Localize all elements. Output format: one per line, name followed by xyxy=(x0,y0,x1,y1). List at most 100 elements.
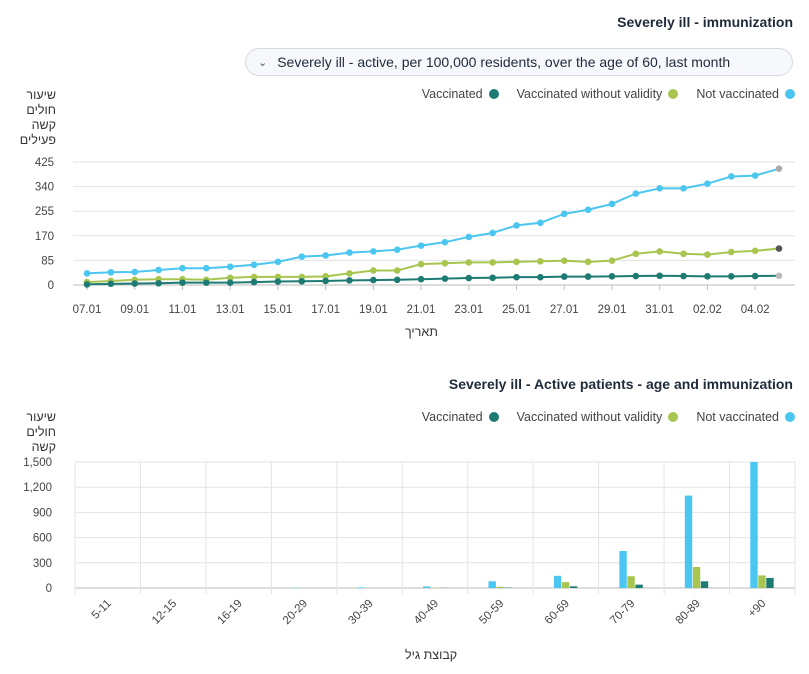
legend-label-without-validity: Vaccinated without validity xyxy=(516,87,663,101)
data-point xyxy=(656,185,663,192)
data-point xyxy=(632,272,640,280)
data-point xyxy=(155,266,162,274)
x-tick-label: 23.01 xyxy=(454,304,483,316)
data-point xyxy=(441,238,449,246)
data-point xyxy=(370,267,377,274)
bar xyxy=(569,586,578,588)
data-point xyxy=(727,273,735,280)
x-tick-label: 50-59 xyxy=(477,598,506,627)
series-line xyxy=(86,274,780,286)
bar xyxy=(423,586,431,588)
data-point xyxy=(441,275,449,282)
data-point xyxy=(298,253,306,260)
data-point xyxy=(680,250,687,258)
x-tick-label: 15.01 xyxy=(264,304,293,316)
legend-label-vaccinated: Vaccinated xyxy=(421,410,483,424)
bar xyxy=(357,587,365,588)
data-point xyxy=(680,185,687,192)
data-point xyxy=(250,278,258,286)
y-tick-label: 255 xyxy=(35,206,54,218)
data-point xyxy=(465,259,473,266)
bar xyxy=(619,551,627,588)
x-tick-label: 25.01 xyxy=(502,304,531,316)
y-tick-label: 600 xyxy=(33,533,52,545)
legend-item-without-validity[interactable]: Vaccinated without validity xyxy=(517,410,679,424)
data-point xyxy=(83,281,91,288)
data-point xyxy=(608,257,616,264)
data-point xyxy=(584,273,592,280)
data-point xyxy=(274,278,282,285)
metric-dropdown[interactable]: ⌄ Severely ill - active, per 100,000 res… xyxy=(245,48,793,76)
bar xyxy=(627,576,635,588)
x-tick-label: 70-79 xyxy=(608,598,637,627)
legend-item-vaccinated[interactable]: Vaccinated xyxy=(422,87,499,101)
x-tick-label: 17.01 xyxy=(311,304,340,316)
data-point xyxy=(107,268,115,276)
data-point xyxy=(250,273,258,281)
x-tick-label: 16-19 xyxy=(215,598,244,627)
x-tick-label: 07.01 xyxy=(73,304,102,316)
x-tick-label: 27.01 xyxy=(550,304,579,316)
data-point xyxy=(417,242,425,249)
data-point xyxy=(393,276,401,284)
bar xyxy=(488,581,496,588)
data-point xyxy=(465,274,473,282)
bar xyxy=(684,495,693,588)
x-tick-label: 21.01 xyxy=(407,304,436,316)
data-point xyxy=(489,274,496,282)
x-tick-label: 31.01 xyxy=(645,304,674,316)
x-tick-label: 02.02 xyxy=(693,304,722,316)
chart2-title: Severely ill - Active patients - age and… xyxy=(448,376,793,392)
data-point xyxy=(393,267,401,274)
data-point xyxy=(322,252,329,259)
legend-dot-icon xyxy=(668,412,679,422)
data-point xyxy=(179,279,186,286)
data-point xyxy=(656,248,663,255)
data-point xyxy=(584,206,592,214)
data-point xyxy=(775,272,783,280)
y-tick-label: 300 xyxy=(33,558,52,570)
x-tick-label: 20-29 xyxy=(281,598,310,627)
data-point xyxy=(417,275,425,283)
legend-item-not-vaccinated[interactable]: Not vaccinated xyxy=(696,87,795,101)
x-tick-label: 40-49 xyxy=(412,598,441,627)
y-tick-label: 0 xyxy=(48,280,54,292)
bar xyxy=(700,581,709,588)
legend-item-without-validity[interactable]: Vaccinated without validity xyxy=(517,87,679,101)
data-point xyxy=(226,263,234,271)
data-point xyxy=(203,279,210,286)
bar xyxy=(692,567,701,588)
data-point xyxy=(322,277,329,285)
data-point xyxy=(83,270,91,277)
x-tick-label: 5-11 xyxy=(90,598,114,622)
data-point xyxy=(560,210,568,218)
data-point xyxy=(179,264,186,272)
data-point xyxy=(560,273,568,280)
series-line xyxy=(86,167,780,275)
data-point xyxy=(632,190,640,197)
data-point xyxy=(513,222,520,229)
chart2-xlabel: קבוצת גיל xyxy=(405,648,458,662)
legend-item-not-vaccinated[interactable]: Not vaccinated xyxy=(696,410,795,424)
data-point xyxy=(370,248,377,255)
y-tick-label: 340 xyxy=(35,182,54,194)
data-point xyxy=(346,249,353,256)
data-point xyxy=(346,277,353,284)
data-point xyxy=(489,259,496,266)
data-point xyxy=(775,165,783,172)
data-point xyxy=(513,258,520,266)
y-tick-label: 1,200 xyxy=(23,482,52,494)
data-point xyxy=(751,172,759,179)
x-tick-label: 04.02 xyxy=(741,304,770,316)
chart1-xlabel: תאריך xyxy=(405,325,438,339)
legend-dot-icon xyxy=(488,412,499,422)
data-point xyxy=(537,273,544,281)
y-tick-label: 0 xyxy=(46,583,52,595)
data-point xyxy=(465,233,473,241)
data-point xyxy=(370,276,377,284)
data-point xyxy=(632,250,640,258)
data-point xyxy=(751,272,759,280)
legend-item-vaccinated[interactable]: Vaccinated xyxy=(422,410,499,424)
data-point xyxy=(417,260,425,268)
